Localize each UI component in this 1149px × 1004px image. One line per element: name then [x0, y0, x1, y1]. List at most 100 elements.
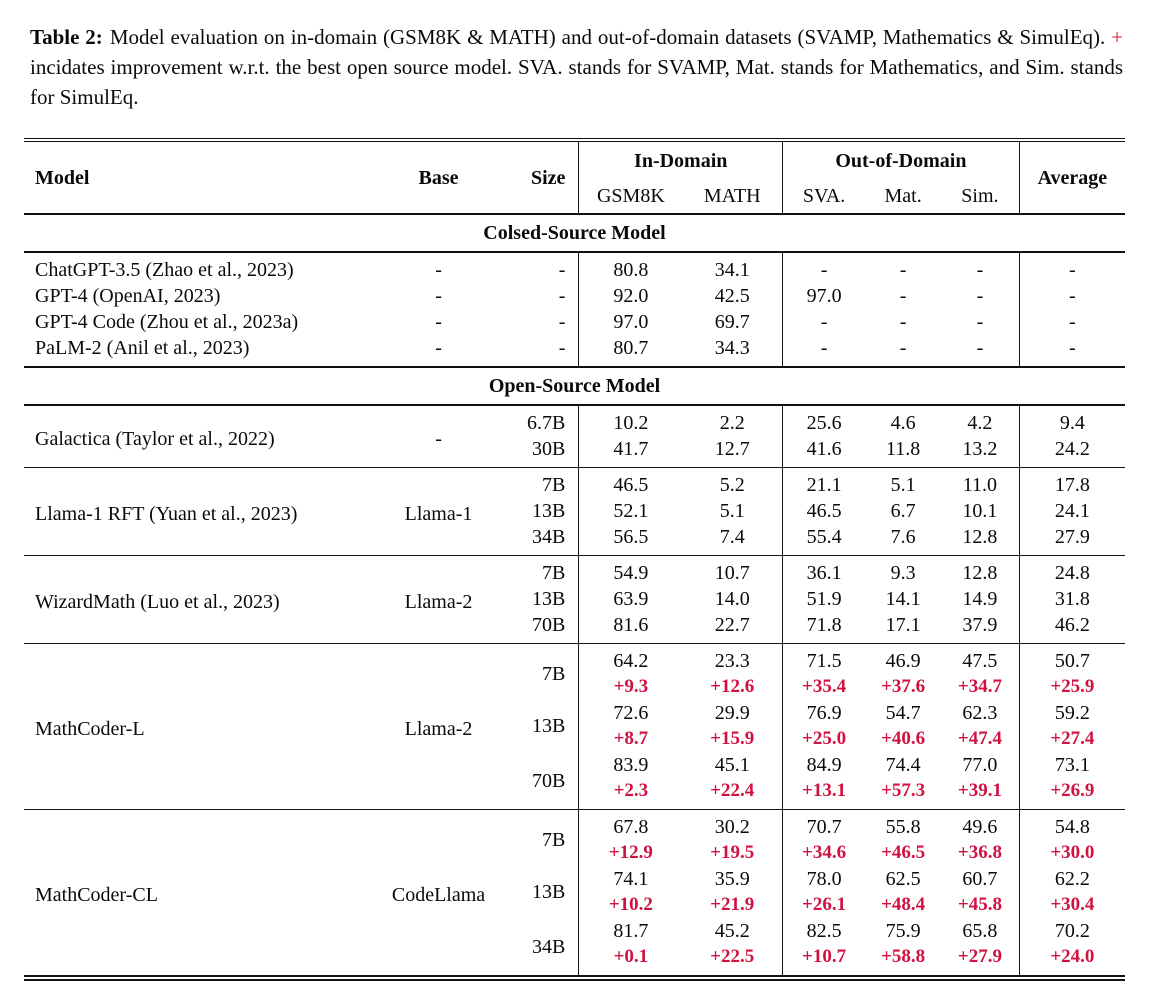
header-in-domain: In-Domain: [578, 140, 783, 179]
delta-cell: +30.0: [1018, 840, 1125, 866]
base-cell: -: [435, 259, 442, 281]
score-cell: 62.5: [885, 868, 921, 890]
score-cell: 80.7: [578, 335, 683, 367]
score-cell: 97.0: [578, 309, 683, 335]
score-cell: 75.9: [885, 920, 921, 942]
base-cell: -: [435, 427, 442, 450]
score-cell: 24.8: [1018, 555, 1125, 586]
delta-cell: +22.5: [710, 946, 755, 967]
score-cell: 10.2: [578, 405, 683, 436]
score-cell: 70.7: [782, 809, 866, 840]
model-name-cell: Llama-1 RFT (Yuan et al., 2023): [24, 467, 360, 556]
score-cell: 65.8: [962, 920, 998, 942]
delta-cell: +48.4: [881, 894, 926, 915]
delta-cell: +10.2: [578, 892, 683, 918]
score-cell: 5.1: [865, 467, 942, 498]
score-cell: 35.9: [714, 868, 750, 890]
score-cell: 14.0: [714, 588, 750, 610]
table-row: MathCoder-L Llama-2 7B 64.2 23.3 71.5 46.9 47.5…: [24, 643, 1125, 810]
size-cell: -: [558, 285, 566, 307]
score-cell: 14.1: [885, 588, 921, 610]
table-row: 70B 81.6 22.7 71.8 17.1 37.9 46.2: [24, 612, 1125, 644]
score-cell: 13.2: [962, 438, 998, 460]
size-cell: 34B: [532, 935, 566, 958]
score-cell: 31.8: [1018, 586, 1125, 612]
score-cell: 73.1: [1018, 752, 1125, 778]
score-cell: 27.9: [1018, 524, 1125, 556]
delta-cell: +25.9: [1018, 674, 1125, 700]
header-size: Size: [517, 140, 579, 215]
table-body: Colsed-Source Model ChatGPT-3.5 (Zhao et …: [24, 213, 1125, 978]
score-cell: 55.4: [782, 524, 866, 556]
delta-cell: +12.6: [710, 676, 755, 697]
caption-text-before-plus: Model evaluation on in-domain (GSM8K & M…: [109, 25, 1106, 49]
table-row: ChatGPT-3.5 (Zhao et al., 2023) - -80.8 34.…: [24, 252, 1125, 283]
score-cell: 17.1: [885, 614, 921, 636]
score-cell: 4.2: [967, 412, 993, 434]
score-cell: -: [1018, 335, 1125, 367]
model-name-cell: PaLM-2 (Anil et al., 2023): [35, 337, 250, 359]
delta-cell: +21.9: [710, 894, 755, 915]
delta-cell: +39.1: [957, 780, 1002, 801]
base-cell: Llama-1: [359, 467, 518, 556]
header-average: Average: [1018, 140, 1125, 215]
header-sim: Sim.: [941, 179, 1020, 215]
score-cell: -: [1018, 252, 1125, 283]
score-cell: -: [782, 335, 866, 367]
score-cell: 46.5: [578, 467, 683, 498]
score-cell: 7.4: [719, 526, 745, 548]
score-cell: 78.0: [782, 866, 866, 892]
size-cell: 13B: [532, 881, 566, 903]
score-cell: 30.2: [682, 809, 783, 840]
table-row: 13B 52.1 5.1 46.5 6.7 10.1 24.1: [24, 498, 1125, 524]
score-cell: 23.3: [682, 643, 783, 674]
score-cell: 36.1: [782, 555, 866, 586]
score-cell: 80.8: [578, 252, 683, 283]
score-cell: -: [899, 311, 907, 333]
score-cell: 81.7: [578, 918, 683, 944]
delta-cell: +40.6: [881, 728, 926, 749]
delta-cell: +27.9: [957, 946, 1002, 967]
base-cell: CodeLlama: [359, 809, 518, 978]
size-cell: -: [558, 311, 566, 333]
size-cell: 7B: [517, 555, 579, 586]
header-out-of-domain: Out-of-Domain: [782, 140, 1020, 179]
delta-cell: +19.5: [710, 842, 755, 863]
size-cell: -: [558, 259, 566, 281]
score-cell: 77.0: [962, 754, 998, 776]
size-cell: -: [558, 337, 566, 359]
model-name-cell: ChatGPT-3.5 (Zhao et al., 2023): [35, 259, 294, 281]
score-cell: 41.6: [782, 436, 866, 468]
header-model: Model: [24, 140, 360, 215]
score-cell: -: [976, 337, 984, 359]
score-cell: 64.2: [578, 643, 683, 674]
score-cell: 17.8: [1018, 467, 1125, 498]
score-cell: -: [782, 309, 866, 335]
size-cell: 13B: [532, 715, 566, 737]
delta-cell: +2.3: [578, 778, 683, 810]
size-cell: 13B: [532, 588, 566, 610]
score-cell: 82.5: [782, 918, 866, 944]
header-row-datasets: GSM8K MATH SVA. Mat. Sim.: [24, 179, 1125, 215]
improvement-row: +8.7 +15.9 +25.0 +40.6 +47.4 +27.4: [24, 726, 1125, 752]
model-name-cell: Galactica (Taylor et al., 2022): [35, 427, 275, 450]
score-cell: 12.8: [962, 526, 998, 548]
table-caption: Table 2: Model evaluation on in-domain (G…: [30, 22, 1123, 112]
delta-cell: +26.9: [1018, 778, 1125, 810]
size-cell: 13B: [532, 500, 566, 522]
score-cell: 71.5: [782, 643, 866, 674]
results-table: Model Base Size In-Domain Out-of-Domain …: [24, 138, 1125, 981]
score-cell: 70.2: [1018, 918, 1125, 944]
table-row: GPT-4 (OpenAI, 2023) - -92.0 42.5 97.0- - -: [24, 283, 1125, 309]
model-name-cell: MathCoder-CL: [24, 809, 360, 978]
score-cell: 51.9: [782, 586, 866, 612]
score-cell: 46.5: [782, 498, 866, 524]
score-cell: 34.1: [714, 259, 750, 281]
score-cell: -: [976, 259, 984, 281]
delta-cell: +22.4: [710, 780, 755, 801]
size-cell: 70B: [532, 614, 566, 636]
score-cell: 34.3: [714, 337, 750, 359]
size-cell: 7B: [517, 467, 579, 498]
score-cell: -: [976, 285, 984, 307]
delta-cell: +0.1: [578, 944, 683, 978]
